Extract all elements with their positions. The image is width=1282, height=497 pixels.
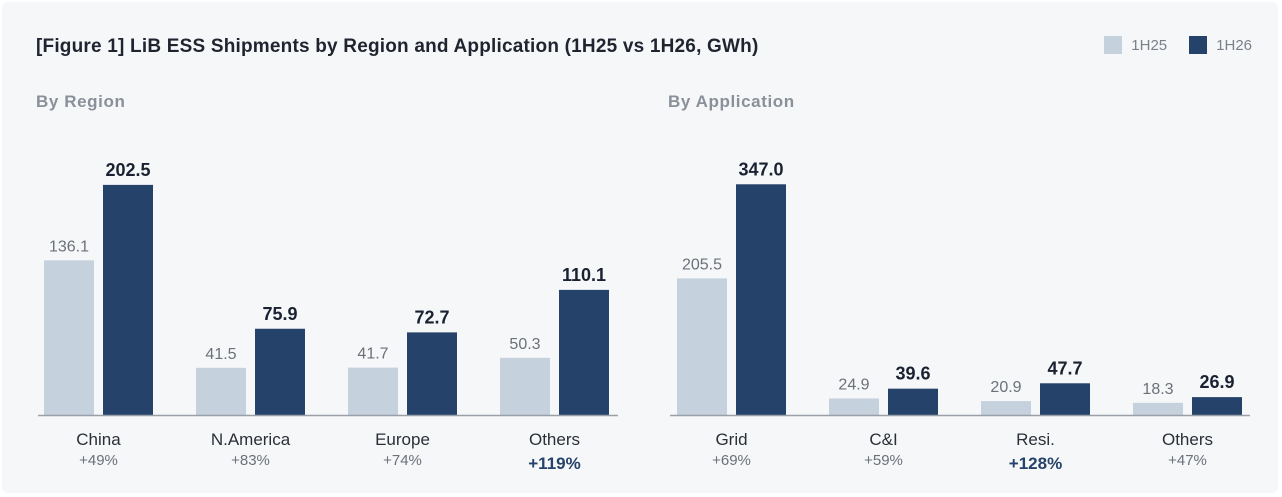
value-label-1h26-1-0: 347.0 (738, 159, 783, 179)
legend-label-1h26: 1H26 (1216, 36, 1252, 54)
growth-label-1-3: +47% (1168, 452, 1207, 469)
bar-1h25-1-0 (677, 278, 727, 415)
legend-swatch-1h25 (1104, 36, 1123, 54)
value-label-1h26-0-2: 72.7 (414, 307, 449, 327)
value-label-1h26-0-3: 110.1 (562, 265, 606, 285)
growth-label-0-0: +49% (79, 452, 118, 469)
bar-1h26-1-1 (888, 388, 938, 415)
bar-1h26-0-0 (103, 184, 153, 415)
bar-1h25-0-0 (44, 260, 94, 415)
bar-1h25-0-2 (348, 367, 398, 415)
value-label-1h25-1-1: 24.9 (838, 376, 869, 393)
value-label-1h25-1-0: 205.5 (682, 256, 722, 273)
bar-1h26-1-3 (1192, 397, 1242, 415)
growth-label-0-1: +83% (231, 452, 270, 469)
value-label-1h26-1-1: 39.6 (895, 364, 930, 384)
category-label-0-3: Others (529, 430, 580, 449)
legend-swatch-1h26 (1189, 36, 1208, 54)
value-label-1h25-1-3: 18.3 (1142, 381, 1173, 398)
category-label-0-2: Europe (375, 430, 430, 449)
bar-1h26-1-2 (1040, 383, 1090, 415)
growth-label-0-2: +74% (383, 452, 422, 469)
bar-1h26-0-1 (255, 328, 305, 415)
value-label-1h25-0-0: 136.1 (49, 238, 89, 255)
category-label-1-3: Others (1162, 430, 1213, 449)
growth-label-0-3: +119% (528, 454, 580, 473)
legend-label-1h25: 1H25 (1131, 36, 1168, 54)
value-label-1h26-0-1: 75.9 (262, 304, 297, 324)
bar-1h25-0-1 (196, 367, 246, 415)
legend: 1H25 1H26 (1104, 36, 1252, 54)
bar-1h25-1-1 (829, 398, 879, 415)
bar-1h25-1-2 (981, 401, 1031, 415)
bar-1h25-1-3 (1133, 402, 1183, 415)
panel-title-application: By Application (668, 92, 795, 111)
value-label-1h25-0-1: 41.5 (205, 346, 236, 363)
legend-item-1h25: 1H25 (1104, 36, 1167, 54)
category-label-0-0: China (76, 430, 121, 449)
value-label-1h26-1-3: 26.9 (1199, 372, 1234, 392)
legend-item-1h26: 1H26 (1189, 36, 1252, 54)
value-label-1h25-1-2: 20.9 (990, 379, 1021, 396)
chart-title: [Figure 1] LiB ESS Shipments by Region a… (36, 36, 759, 57)
bar-1h25-0-3 (500, 357, 550, 415)
category-label-1-0: Grid (715, 430, 747, 449)
growth-label-1-0: +69% (712, 452, 751, 469)
value-label-1h26-0-0: 202.5 (105, 160, 150, 180)
growth-label-1-1: +59% (864, 452, 903, 469)
bar-1h26-0-3 (559, 289, 609, 415)
category-label-1-1: C&I (869, 430, 897, 449)
bar-1h26-1-0 (736, 184, 786, 415)
growth-label-1-2: +128% (1009, 454, 1062, 473)
bar-1h26-0-2 (407, 332, 457, 415)
value-label-1h25-0-2: 41.7 (357, 346, 388, 363)
category-label-0-1: N.America (211, 430, 291, 449)
category-label-1-2: Resi. (1016, 430, 1055, 449)
value-label-1h25-0-3: 50.3 (509, 336, 540, 353)
panel-title-region: By Region (36, 92, 126, 111)
value-label-1h26-1-2: 47.7 (1047, 358, 1082, 378)
